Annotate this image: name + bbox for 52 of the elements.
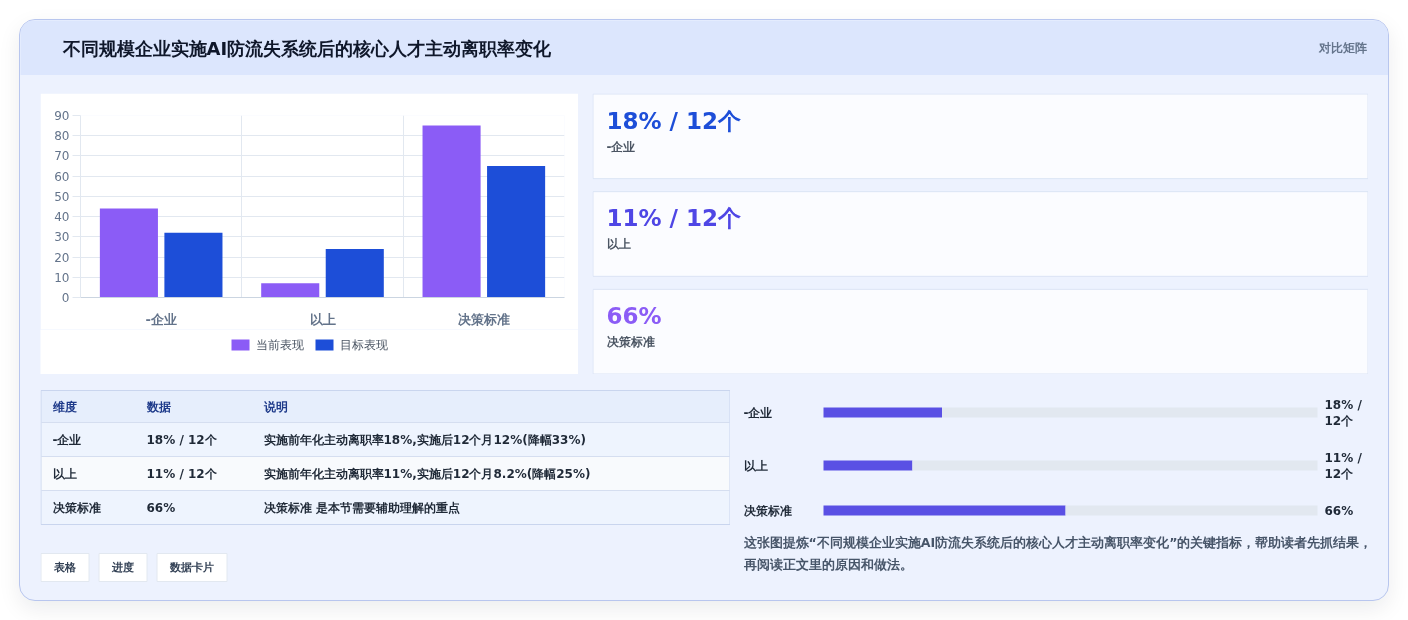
category-label: -企业	[606, 139, 636, 154]
text: 66%	[146, 500, 176, 515]
y-tick-label: 30	[54, 230, 70, 245]
y-tick-label: 80	[54, 129, 70, 144]
bar	[823, 505, 1066, 516]
bar	[422, 125, 481, 298]
text: 66%	[606, 302, 662, 329]
text: 18% / 12个	[606, 107, 741, 134]
y-tick-label: 40	[54, 210, 70, 225]
bar	[164, 232, 223, 298]
category-label: 数据	[145, 399, 171, 414]
x-tick-label: 决策标准	[457, 311, 510, 327]
y-tick-label: 90	[54, 109, 70, 123]
bar	[325, 248, 384, 298]
y-tick-label: 60	[54, 169, 70, 184]
y-tick-label: -企业	[743, 405, 773, 420]
bar	[942, 407, 1318, 418]
category-label: 决策标准	[606, 334, 655, 349]
bar	[261, 283, 320, 298]
y2-tick-label: 18% / 12个	[146, 432, 218, 447]
annotation: 这张图提炼“不同规模企业实施AI防流失系统后的核心人才主动离职率变化”的关键指标，帮助读者先抓结果，再阅读正文里的原因和做法。	[742, 535, 1373, 572]
category-label: 18% / 12个	[1324, 397, 1362, 428]
y-tick-label: 50	[54, 189, 70, 204]
y-tick-label: 决策标准	[743, 503, 792, 518]
x-tick-label: 以上	[309, 311, 336, 327]
y-tick-label: 0	[61, 291, 70, 305]
text: 实施前年化主动离职率11%,实施后12个月8.2%(降幅25%)	[263, 466, 591, 481]
legend-label: 目标表现	[339, 338, 388, 352]
bar	[487, 166, 546, 298]
y2-tick-label: 66%	[1324, 503, 1354, 518]
y-tick-label: 10	[54, 270, 70, 285]
category-label: 11% / 12个	[1324, 450, 1362, 481]
text: 进度	[111, 561, 134, 574]
text: 决策标准 是本节需要辅助理解的重点	[263, 500, 460, 515]
text: 数据卡片	[169, 561, 214, 574]
text: 实施前年化主动离职率18%,实施后12个月12%(降幅33%)	[263, 432, 586, 447]
category-label: 说明	[262, 399, 288, 414]
text: 表格	[53, 561, 77, 574]
category-label: 以上	[606, 237, 631, 252]
x-tick-label: -企业	[145, 311, 177, 327]
text: 对比矩阵	[1317, 41, 1367, 55]
text: 11% / 12个	[606, 205, 741, 232]
legend-label: 当前表现	[255, 338, 304, 352]
y-tick-label: 以上	[743, 458, 768, 473]
text: 不同规模企业实施AI防流失系统后的核心人才主动离职率变化	[61, 37, 553, 59]
bar	[823, 407, 943, 418]
bar	[99, 208, 158, 298]
category-label: 维度	[51, 399, 77, 414]
y2-tick-label: 11% / 12个	[146, 466, 218, 481]
y-tick-label: 20	[54, 250, 70, 265]
bar	[1065, 505, 1318, 516]
y-tick-label: 70	[54, 149, 70, 164]
